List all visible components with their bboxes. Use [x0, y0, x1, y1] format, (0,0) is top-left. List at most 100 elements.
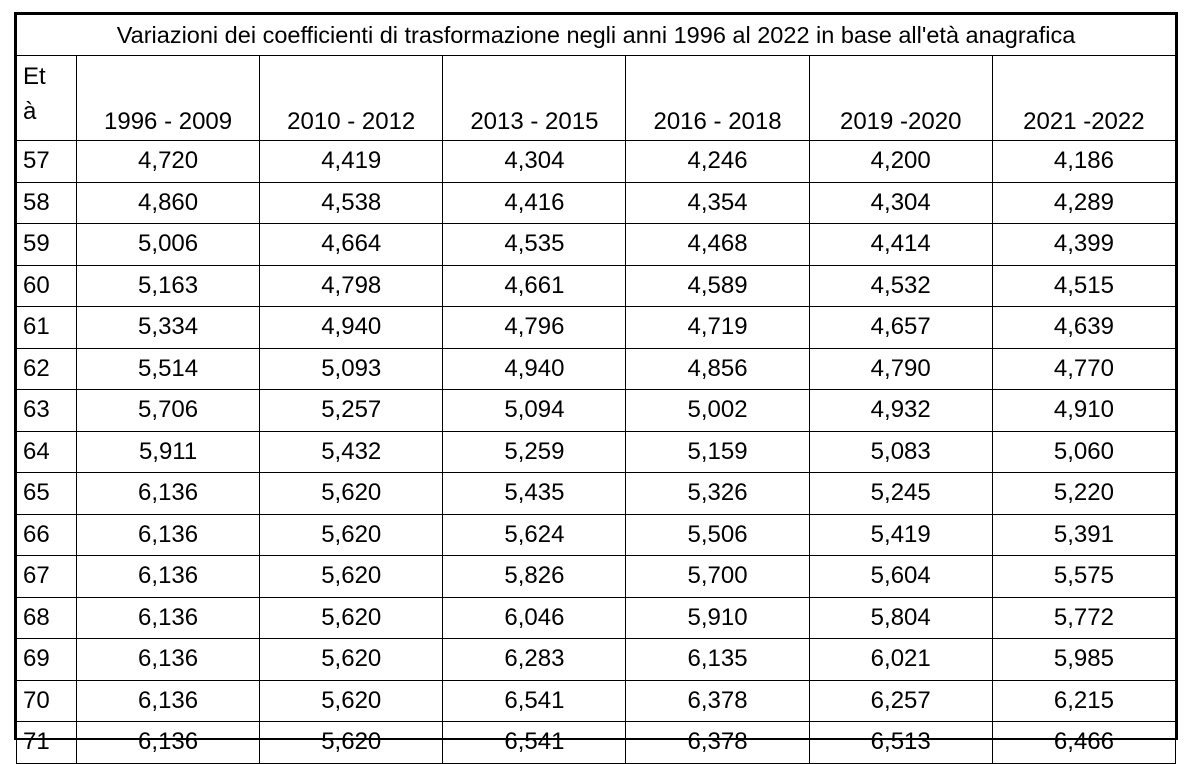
coefficient-cell: 6,136 — [75, 513, 261, 556]
age-cell: 61 — [16, 306, 77, 349]
coefficient-cell: 6,257 — [808, 679, 993, 722]
coefficient-cell: 6,378 — [625, 721, 810, 764]
coefficient-cell: 6,136 — [75, 721, 261, 764]
coefficient-cell: 5,391 — [991, 513, 1177, 556]
coefficient-cell: 6,541 — [442, 721, 627, 764]
coefficient-cell: 5,910 — [625, 596, 810, 639]
age-cell: 63 — [16, 389, 77, 432]
coefficient-cell: 5,159 — [625, 430, 810, 473]
coefficient-cell: 6,136 — [75, 555, 261, 598]
coefficient-cell: 4,468 — [625, 223, 810, 266]
coefficient-cell: 4,535 — [442, 223, 627, 266]
age-cell: 64 — [16, 430, 77, 473]
coefficient-cell: 5,060 — [991, 430, 1177, 473]
coefficient-cell: 4,304 — [808, 181, 993, 224]
coefficient-cell: 6,135 — [625, 638, 810, 681]
coefficient-cell: 5,620 — [259, 596, 444, 639]
column-header-2021-2022: 2021 -2022 — [991, 55, 1177, 141]
column-header-2019-2020: 2019 -2020 — [808, 55, 993, 141]
table-body: 57 4,720 4,419 4,304 4,246 4,200 4,186 58 4,860 4… — [16, 140, 1177, 764]
coefficient-cell: 6,046 — [442, 596, 627, 639]
age-cell: 70 — [16, 679, 77, 722]
coefficient-cell: 5,620 — [259, 513, 444, 556]
coefficient-cell: 4,664 — [259, 223, 444, 266]
coefficient-cell: 5,575 — [991, 555, 1177, 598]
coefficient-cell: 4,186 — [991, 140, 1177, 183]
age-cell: 58 — [16, 181, 77, 224]
coefficient-cell: 4,860 — [75, 181, 261, 224]
age-header-line-2: à — [23, 97, 37, 125]
coefficient-cell: 4,639 — [991, 306, 1177, 349]
coefficient-cell: 5,094 — [442, 389, 627, 432]
coefficient-cell: 5,002 — [625, 389, 810, 432]
age-cell: 69 — [16, 638, 77, 681]
coefficient-cell: 5,604 — [808, 555, 993, 598]
coefficient-cell: 6,021 — [808, 638, 993, 681]
coefficient-cell: 4,589 — [625, 264, 810, 307]
coefficient-cell: 4,289 — [991, 181, 1177, 224]
table-row: 68 6,136 5,620 6,046 5,910 5,804 5,772 — [16, 596, 1177, 639]
coefficient-cell: 4,661 — [442, 264, 627, 307]
coefficient-cell: 5,985 — [991, 638, 1177, 681]
coefficient-cell: 5,435 — [442, 472, 627, 515]
coefficient-cell: 4,940 — [442, 347, 627, 390]
coefficient-cell: 5,620 — [259, 679, 444, 722]
coefficient-cell: 4,719 — [625, 306, 810, 349]
coefficient-cell: 5,432 — [259, 430, 444, 473]
coefficient-cell: 5,419 — [808, 513, 993, 556]
coefficient-cell: 4,354 — [625, 181, 810, 224]
coefficient-cell: 4,796 — [442, 306, 627, 349]
table-row: 58 4,860 4,538 4,416 4,354 4,304 4,289 — [16, 181, 1177, 224]
age-cell: 66 — [16, 513, 77, 556]
coefficient-cell: 4,414 — [808, 223, 993, 266]
coefficient-cell: 4,399 — [991, 223, 1177, 266]
age-cell: 60 — [16, 264, 77, 307]
table-title: Variazioni dei coefficienti di trasforma… — [16, 14, 1176, 56]
table-row: 67 6,136 5,620 5,826 5,700 5,604 5,575 — [16, 555, 1177, 598]
coefficient-cell: 5,620 — [259, 472, 444, 515]
table-row: 71 6,136 5,620 6,541 6,378 6,513 6,466 — [16, 721, 1177, 764]
age-cell: 62 — [16, 347, 77, 390]
coefficient-cell: 5,326 — [625, 472, 810, 515]
coefficient-cell: 4,246 — [625, 140, 810, 183]
coefficient-cell: 5,620 — [259, 555, 444, 598]
coefficient-cell: 5,620 — [259, 638, 444, 681]
age-column-header: Et à — [16, 55, 77, 141]
table-row: 59 5,006 4,664 4,535 4,468 4,414 4,399 — [16, 223, 1177, 266]
table-row: 64 5,911 5,432 5,259 5,159 5,083 5,060 — [16, 430, 1177, 473]
age-cell: 71 — [16, 721, 77, 764]
coefficient-cell: 4,515 — [991, 264, 1177, 307]
coefficient-cell: 5,245 — [808, 472, 993, 515]
coefficient-cell: 4,790 — [808, 347, 993, 390]
coefficient-cell: 5,911 — [75, 430, 261, 473]
coefficients-table-frame: Variazioni dei coefficienti di trasforma… — [14, 12, 1178, 764]
coefficient-cell: 5,006 — [75, 223, 261, 266]
coefficient-cell: 4,657 — [808, 306, 993, 349]
column-header-2016-2018: 2016 - 2018 — [625, 55, 810, 141]
coefficient-cell: 5,257 — [259, 389, 444, 432]
column-header-2013-2015: 2013 - 2015 — [442, 55, 627, 141]
coefficient-cell: 6,378 — [625, 679, 810, 722]
age-cell: 57 — [16, 140, 77, 183]
coefficient-cell: 4,304 — [442, 140, 627, 183]
coefficient-cell: 6,215 — [991, 679, 1177, 722]
coefficient-cell: 6,541 — [442, 679, 627, 722]
table-row: 66 6,136 5,620 5,624 5,506 5,419 5,391 — [16, 513, 1177, 556]
coefficient-cell: 4,538 — [259, 181, 444, 224]
coefficient-cell: 4,910 — [991, 389, 1177, 432]
coefficient-cell: 4,720 — [75, 140, 261, 183]
coefficient-cell: 5,083 — [808, 430, 993, 473]
coefficient-cell: 5,620 — [259, 721, 444, 764]
coefficient-cell: 5,093 — [259, 347, 444, 390]
age-cell: 65 — [16, 472, 77, 515]
coefficient-cell: 5,334 — [75, 306, 261, 349]
table-row: 65 6,136 5,620 5,435 5,326 5,245 5,220 — [16, 472, 1177, 515]
coefficient-cell: 6,466 — [991, 721, 1177, 764]
table-row: 62 5,514 5,093 4,940 4,856 4,790 4,770 — [16, 347, 1177, 390]
coefficient-cell: 5,220 — [991, 472, 1177, 515]
coefficient-cell: 6,136 — [75, 472, 261, 515]
table-row: 61 5,334 4,940 4,796 4,719 4,657 4,639 — [16, 306, 1177, 349]
coefficient-cell: 5,259 — [442, 430, 627, 473]
coefficient-cell: 5,163 — [75, 264, 261, 307]
table-row: 63 5,706 5,257 5,094 5,002 4,932 4,910 — [16, 389, 1177, 432]
